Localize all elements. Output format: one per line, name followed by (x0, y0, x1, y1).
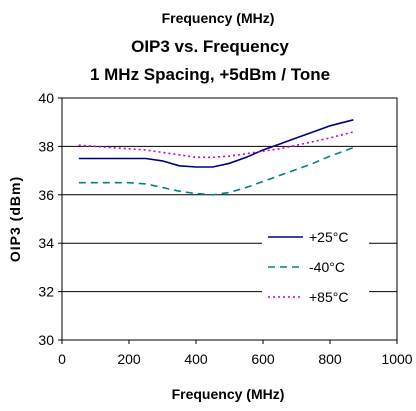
y-tick-label: 34 (38, 235, 54, 251)
series-line-2 (78, 131, 354, 159)
x-tick-label: 200 (117, 351, 141, 367)
y-tick-label: 38 (38, 138, 54, 154)
x-axis-ticks: 0 200 400 600 800 1000 (58, 340, 413, 367)
x-tick-label: 1000 (381, 351, 412, 367)
series-lines (78, 119, 354, 196)
y-tick-label: 30 (38, 332, 54, 348)
y-tick-label: 40 (38, 90, 54, 106)
plot-area (61, 97, 398, 341)
x-tick-label: 400 (184, 351, 208, 367)
legend: +25°C -40°C +85°C (262, 222, 369, 313)
legend-label-25c: +25°C (309, 229, 348, 245)
chart-subtitle: 1 MHz Spacing, +5dBm / Tone (90, 65, 330, 84)
y-axis-title: OIP3 (dBm) (7, 176, 23, 262)
legend-label-85c: +85°C (309, 289, 348, 305)
x-tick-label: 600 (251, 351, 275, 367)
chart-title: OIP3 vs. Frequency (131, 37, 289, 56)
y-tick-label: 32 (38, 284, 54, 300)
series-line-1 (78, 146, 354, 196)
x-tick-label: 800 (318, 351, 342, 367)
legend-label-minus40c: -40°C (309, 259, 345, 275)
chart-supertitle: Frequency (MHz) (162, 10, 275, 26)
series-line-0 (78, 119, 354, 168)
y-axis-ticks: 30 32 34 36 38 40 (38, 90, 62, 348)
y-tick-label: 36 (38, 187, 54, 203)
x-axis-title: Frequency (MHz) (172, 386, 285, 402)
x-tick-label: 0 (58, 351, 66, 367)
